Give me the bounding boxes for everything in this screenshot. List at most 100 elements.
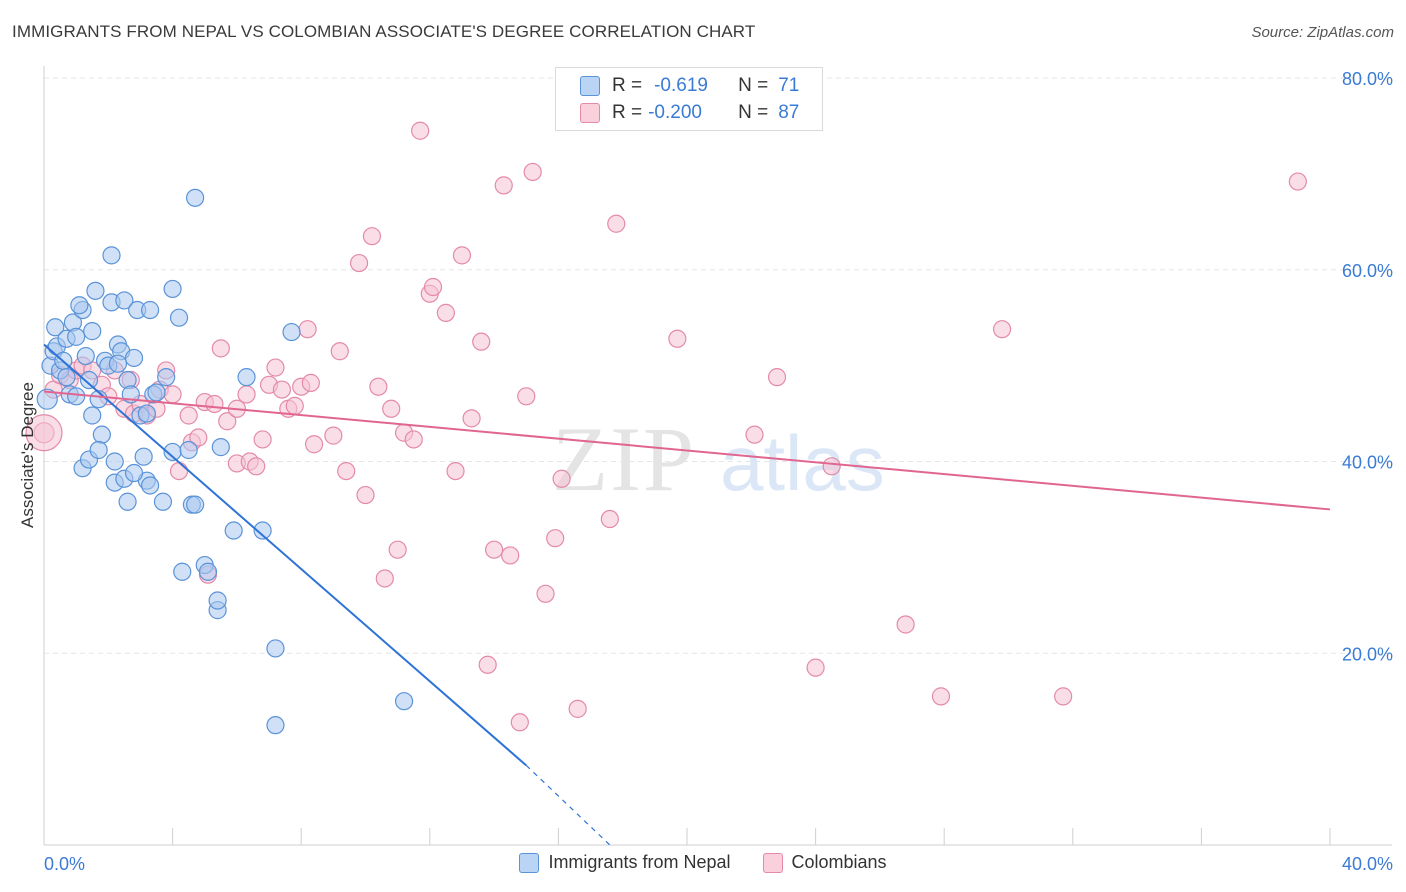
data-point [115, 291, 134, 310]
legend-swatch-blue [519, 852, 540, 873]
y-axis-label: Associate's Degree [18, 382, 37, 528]
legend-swatch-pink [580, 103, 600, 123]
data-point [92, 425, 111, 444]
data-point [173, 562, 192, 581]
data-point [446, 461, 465, 481]
data-point [147, 383, 166, 402]
data-point [211, 438, 230, 457]
data-point [896, 615, 915, 634]
data-point [301, 373, 320, 392]
data-point [266, 358, 285, 377]
data-point [118, 492, 137, 511]
data-point [46, 318, 65, 337]
axes [43, 66, 1392, 846]
data-point [266, 716, 285, 735]
data-point [304, 435, 324, 454]
data-point [89, 440, 108, 460]
data-point [140, 476, 160, 495]
data-point [76, 346, 95, 366]
data-point [253, 521, 272, 540]
data-point [546, 529, 565, 548]
data-point [767, 368, 787, 387]
data-point [552, 469, 571, 488]
data-point [375, 569, 394, 588]
data-point [382, 399, 401, 418]
watermark-zip: ZIP [552, 408, 696, 510]
stats-legend: R = -0.619 N = 71 R = -0.200 N = 87 [555, 67, 823, 131]
data-point [337, 461, 356, 481]
data-point [86, 281, 105, 300]
legend-item-colombians[interactable]: Colombians [762, 852, 887, 873]
data-point [536, 584, 555, 603]
data-point [186, 495, 205, 514]
data-point [102, 246, 121, 265]
legend-swatch-blue [580, 76, 600, 96]
data-point [806, 658, 825, 677]
data-point [179, 440, 198, 460]
x-tick-label-max: 40.0% [1342, 854, 1393, 874]
data-point [108, 354, 128, 373]
data-point [140, 300, 160, 320]
y-tick-label: 20.0% [1342, 644, 1393, 664]
data-point [1288, 172, 1307, 191]
data-point [282, 322, 301, 342]
data-point [931, 687, 951, 706]
data-point [1054, 687, 1073, 706]
data-point [436, 303, 455, 322]
data-point [57, 368, 76, 387]
data-point [272, 380, 292, 399]
legend-label-nepal: Immigrants from Nepal [548, 852, 731, 872]
data-point [189, 428, 208, 447]
trend-line-nepal-extension [525, 764, 611, 846]
data-point [237, 368, 256, 387]
series-colombians-points [25, 121, 1307, 732]
data-point [36, 388, 58, 410]
data-point [224, 521, 243, 540]
r-value-colombians: -0.200 [648, 102, 702, 123]
y-tick-label: 60.0% [1342, 261, 1393, 281]
data-point [247, 457, 266, 476]
data-point [211, 339, 230, 358]
data-point [137, 404, 156, 423]
data-point [452, 246, 472, 265]
data-point [478, 655, 497, 674]
data-point [218, 412, 237, 431]
data-point [198, 562, 218, 581]
data-point [462, 409, 481, 428]
legend-item-nepal[interactable]: Immigrants from Nepal [519, 852, 731, 873]
data-point [388, 540, 407, 559]
stats-row-nepal: R = -0.619 N = 71 [580, 73, 799, 99]
y-tick-label: 80.0% [1342, 69, 1393, 89]
data-point [568, 699, 587, 718]
data-point [510, 713, 529, 732]
data-point [501, 546, 520, 565]
legend-label-colombians: Colombians [791, 852, 887, 872]
data-point [324, 426, 343, 445]
data-point [67, 327, 86, 346]
data-point [607, 214, 626, 233]
data-point [485, 540, 504, 559]
series-nepal-points [36, 188, 414, 735]
data-point [124, 348, 144, 368]
data-point [83, 322, 102, 341]
n-value-nepal: 71 [778, 75, 800, 96]
legend-swatch-pink [762, 852, 783, 873]
data-point [186, 188, 205, 207]
data-point [179, 406, 198, 425]
data-point [208, 591, 227, 610]
data-point [745, 425, 764, 444]
x-tick-label-min: 0.0% [44, 854, 85, 874]
data-point [523, 162, 542, 182]
data-point [253, 430, 272, 449]
y-tick-label: 40.0% [1342, 453, 1393, 473]
trend-lines [43, 343, 1331, 846]
data-point [330, 342, 349, 361]
source-label: Source: ZipAtlas.com [1251, 24, 1394, 41]
data-point [67, 387, 86, 406]
gridlines [44, 77, 1392, 654]
data-point [517, 387, 536, 406]
data-point [205, 394, 224, 414]
data-point [404, 430, 423, 449]
data-point [153, 492, 173, 511]
data-point [83, 406, 102, 425]
